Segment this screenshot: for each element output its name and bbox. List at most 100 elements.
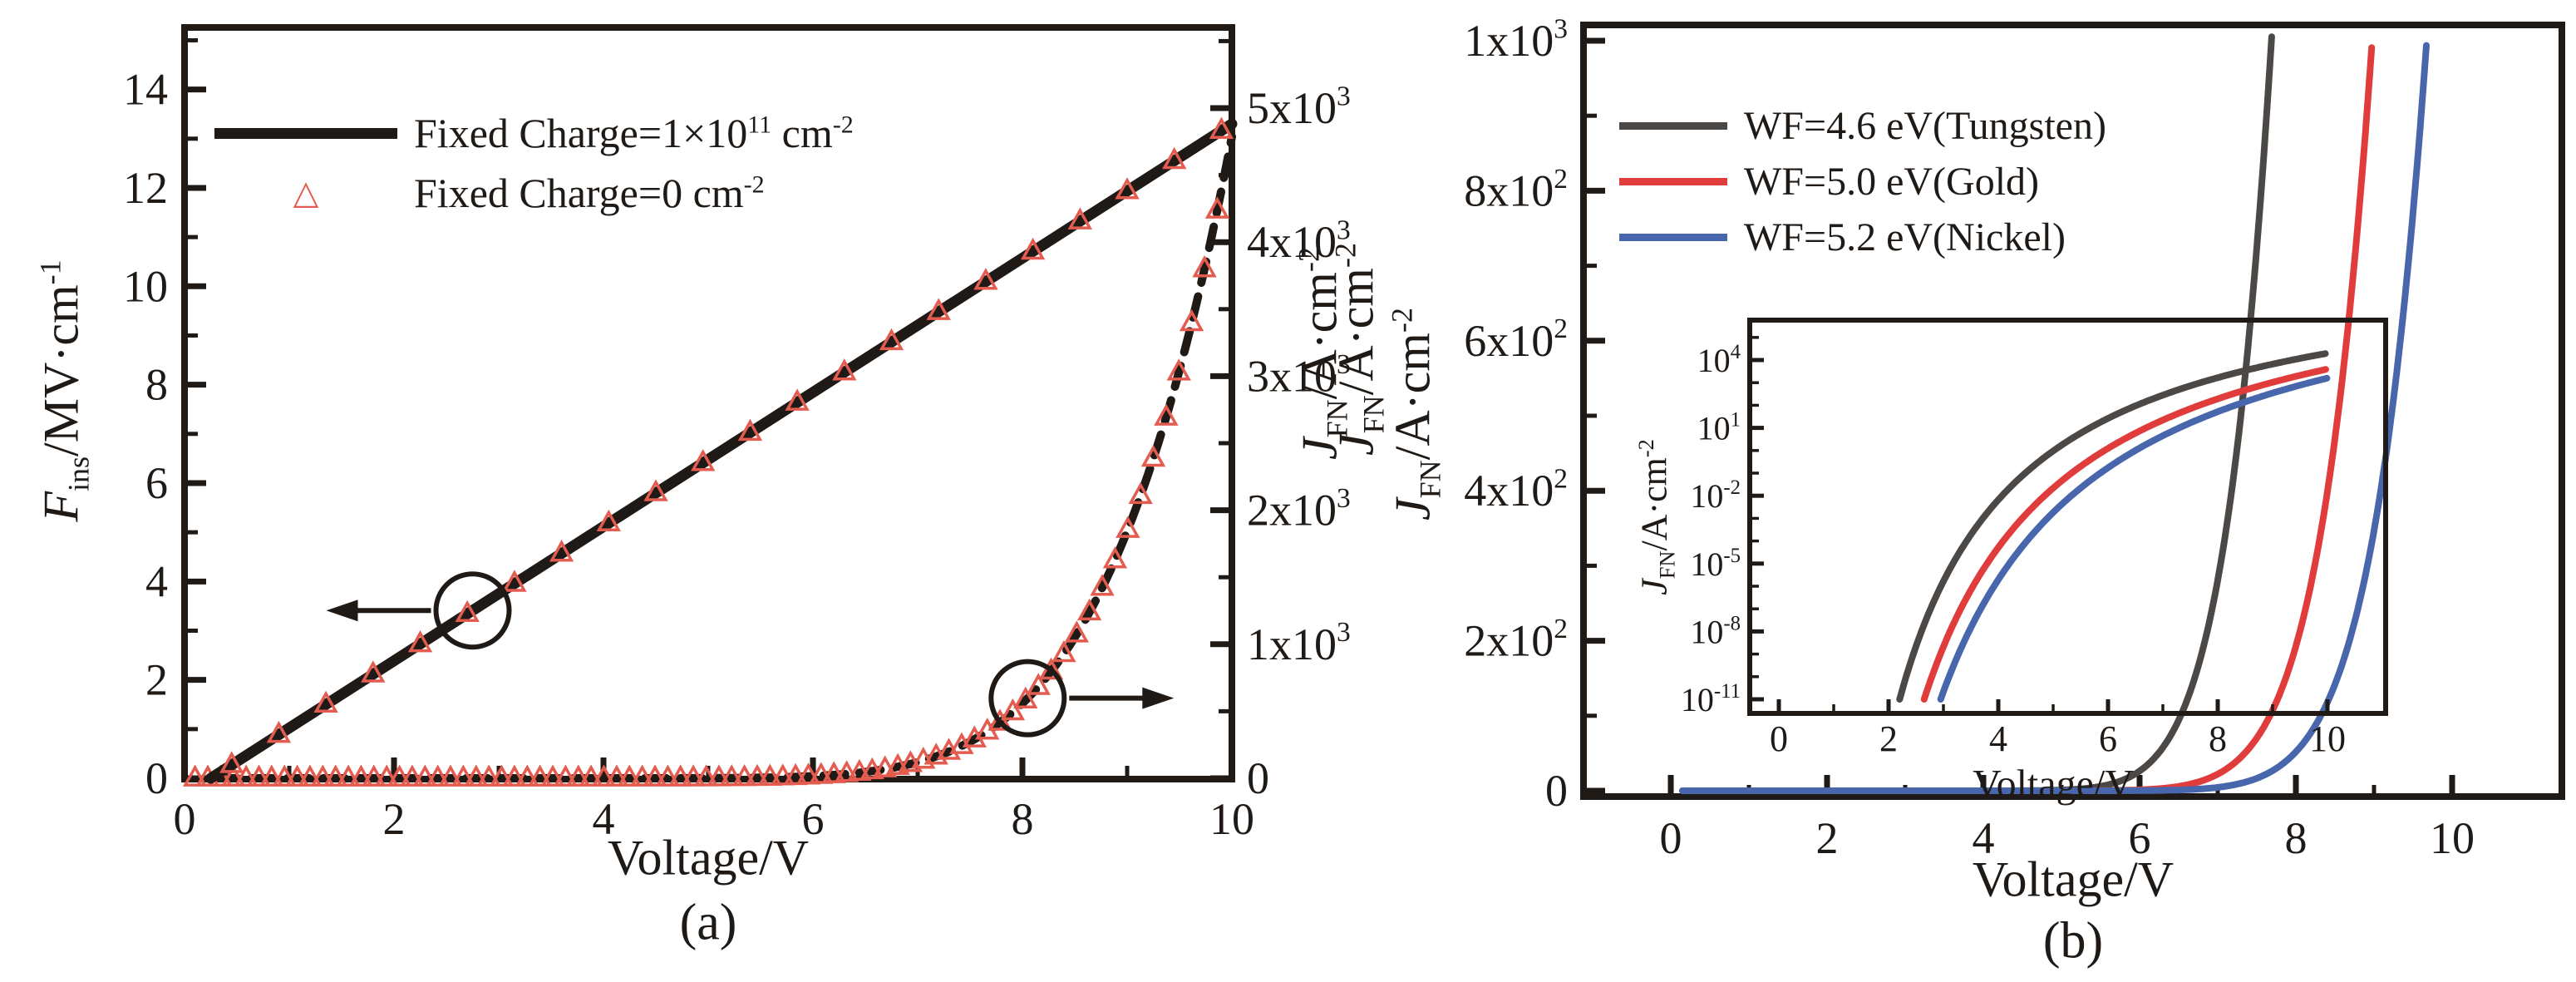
triangle-marker [540,764,565,787]
panel-a-x-tick-label: 10 [1209,794,1254,844]
triangle-marker [873,755,898,777]
triangle-marker [259,764,284,787]
triangle-marker [266,720,292,743]
marker-box: △ [214,174,397,212]
panel-a-yleft-tick-label: 10 [123,261,168,311]
triangle-marker [1102,546,1128,569]
triangle-marker [1154,403,1179,426]
solid-line-swatch-icon [214,127,397,139]
open-triangle-marker-icon: △ [293,174,319,212]
inset-x-tick-label: 6 [2099,718,2117,759]
triangle-marker [926,298,951,320]
inset-y-tick-label: 104 [1697,341,1741,379]
triangle-marker [879,328,904,351]
triangle-marker [795,762,821,785]
triangle-marker [719,764,744,787]
inset-x-tick-label: 4 [1989,718,2007,759]
triangle-marker [374,764,399,787]
panel-b-x-tick-label: 8 [2285,813,2308,863]
triangle-marker [1052,639,1076,663]
panel-a-yleft-tick-label: 4 [145,556,168,606]
triangle-marker [451,764,476,787]
triangle-marker [1000,698,1026,721]
triangle-marker [1067,207,1092,229]
inset-series-wf-curve-2 [1937,374,2331,703]
triangle-marker [221,764,246,787]
legend-b-label-1: WF=5.0 eV(Gold) [1744,160,2040,204]
panel-a-x-tick-label: 4 [593,794,615,844]
triangle-marker [629,764,655,787]
triangle-marker [566,764,591,787]
triangle-marker [310,764,335,787]
left-arrow-icon [326,600,358,622]
triangle-marker [298,764,323,787]
panel-a-x-tick-label: 6 [802,794,825,844]
legend-a-row-fixed-charge-0: △ Fixed Charge=0 cm-2 [214,163,854,223]
legend-b-label-2: WF=5.2 eV(Nickel) [1744,215,2066,259]
triangle-marker [361,660,386,683]
legend-b-row-nickel: WF=5.2 eV(Nickel) [1619,210,2106,265]
inset-y-tick-label: 101 [1697,409,1741,447]
triangle-marker [691,448,716,471]
inset-frame [1747,318,2388,716]
panel-b-y-tick-label: 4x102 [1464,464,1568,516]
triangle-marker [476,764,501,787]
legend-a-label-1: Fixed Charge=0 cm-2 [414,170,765,216]
triangle-marker [502,570,527,592]
panel-b-y-tick-label: 1x103 [1464,13,1568,66]
tungsten-line-swatch-icon [1619,122,1727,130]
panel-a-yright-tick-label: 2x103 [1247,483,1351,535]
triangle-marker [737,418,763,442]
panel-a-yleft-tick-label: 6 [145,458,168,508]
triangle-marker [693,764,719,787]
triangle-marker [426,764,451,787]
triangle-marker [1140,444,1166,467]
triangle-marker [1064,620,1089,643]
legend-a-row-fixed-charge-1e11: Fixed Charge=1×1011 cm-2 [214,103,854,163]
triangle-marker [707,764,731,787]
panel-b-x-tick-label: 0 [1660,813,1682,863]
inset-xlabel: Voltage/V [1973,762,2134,807]
triangle-marker [834,760,859,782]
triangle-marker [1090,574,1115,596]
panel-a-yleft-tick-label: 12 [123,163,168,213]
panel-b-y-tick-label: 8x102 [1464,164,1568,216]
triangle-marker [313,690,338,713]
inset-ylabel: JFN/A·cm-2 [1633,439,1680,595]
inset-x-tick-label: 10 [2309,718,2346,759]
inset-series-wf-curve-0 [1896,350,2329,703]
triangle-marker [489,764,515,787]
triangle-marker [757,763,782,786]
triangle-marker [272,764,297,787]
triangle-marker [284,764,310,787]
triangle-marker [1020,237,1046,260]
panel-a-x-tick-label: 2 [383,794,406,844]
panel-a-yright-tick-label: 3x103 [1247,349,1351,402]
panel-b-x-tick-label: 6 [2129,813,2151,863]
triangle-marker [1162,146,1187,170]
triangle-marker [407,630,433,653]
panel-b-y-tick-label: 6x102 [1464,313,1568,366]
triangle-marker [643,479,668,501]
panel-b-x-tick-label: 2 [1816,813,1839,863]
inset-y-tick-label: 10-5 [1690,545,1741,583]
triangle-marker [681,764,706,787]
triangle-marker [988,708,1012,731]
triangle-marker [182,764,208,787]
panel-a-yleft-tick-label: 2 [145,655,168,705]
triangle-marker [553,764,579,787]
triangle-marker [400,764,425,787]
triangle-marker [668,764,693,787]
panel-a-yright-tick-label: 0 [1247,753,1269,803]
inset-x-tick-label: 2 [1879,718,1898,759]
inset-y-tick-label: 10-11 [1681,680,1741,718]
triangle-marker [1076,598,1102,621]
inset-series-wf-curve-1 [1920,366,2329,703]
triangle-marker [1209,116,1234,139]
triangle-marker [771,763,795,786]
panel-a-yleft-tick-label: 8 [145,360,168,410]
triangle-marker [1026,673,1051,695]
triangle-marker [362,764,387,787]
triangle-marker [387,764,412,787]
triangle-marker [1204,196,1230,219]
